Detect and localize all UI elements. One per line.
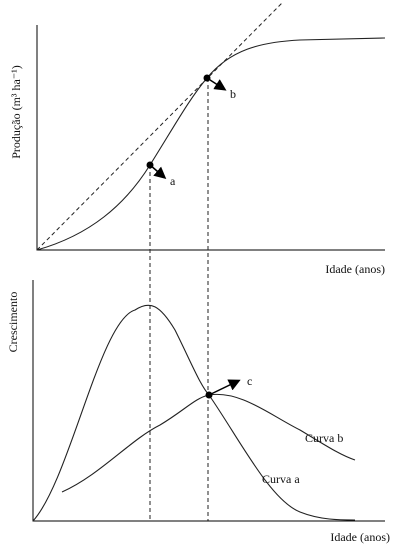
curve-b-label: Curva b (305, 431, 343, 445)
arrow-b (206, 77, 227, 91)
label-c: c (247, 374, 252, 388)
x-label-bottom: Idade (anos) (330, 530, 390, 544)
arrow-a (149, 164, 167, 179)
arrow-c (208, 379, 241, 396)
tangent-line (36, 2, 283, 251)
x-label-top: Idade (anos) (325, 262, 385, 276)
y-label-bottom: Crescimento (6, 292, 20, 353)
curve-a (32, 304, 356, 522)
production-curve (36, 37, 386, 251)
top-axes (36, 25, 385, 251)
label-b: b (230, 87, 236, 101)
y-label-top: Produção (m³ ha⁻¹) (9, 65, 23, 159)
label-a: a (170, 174, 176, 188)
curve-a-label: Curva a (262, 472, 300, 486)
